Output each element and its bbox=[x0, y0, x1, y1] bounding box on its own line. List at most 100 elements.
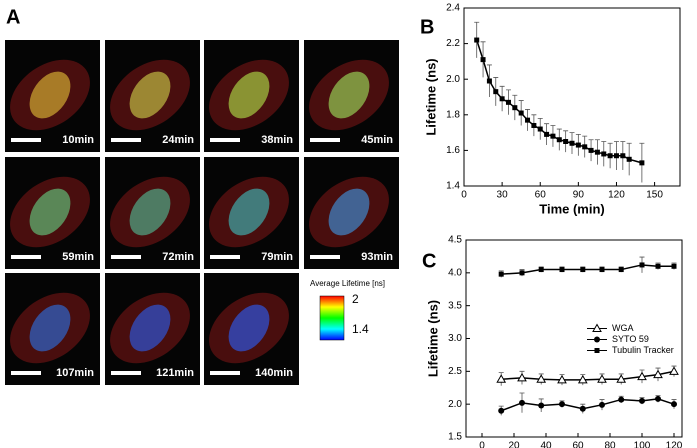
x-tick-label: 60 bbox=[535, 190, 547, 201]
marker bbox=[597, 374, 607, 383]
x-tick-label: 80 bbox=[604, 441, 616, 448]
marker bbox=[498, 271, 504, 277]
marker bbox=[493, 89, 499, 95]
x-tick-label: 120 bbox=[608, 190, 625, 201]
marker bbox=[474, 37, 480, 43]
marker bbox=[601, 151, 607, 157]
legend-label: SYTO 59 bbox=[612, 334, 649, 344]
y-tick-label: 3.5 bbox=[448, 300, 462, 311]
marker bbox=[538, 402, 545, 409]
time-label: 72min bbox=[162, 251, 194, 263]
marker bbox=[517, 372, 527, 382]
marker bbox=[577, 374, 588, 384]
nucleus bbox=[228, 71, 270, 119]
marker bbox=[531, 122, 537, 128]
marker bbox=[655, 263, 661, 269]
marker bbox=[669, 366, 679, 375]
nucleus bbox=[129, 71, 171, 119]
marker bbox=[639, 160, 645, 166]
marker bbox=[498, 407, 505, 414]
nucleus bbox=[228, 304, 270, 352]
time-label: 24min bbox=[162, 134, 194, 146]
marker bbox=[519, 399, 525, 406]
marker bbox=[486, 78, 492, 84]
marker bbox=[599, 401, 605, 408]
y-tick-label: 2.5 bbox=[448, 366, 462, 377]
time-label: 59min bbox=[62, 251, 94, 263]
nucleus bbox=[29, 304, 71, 352]
marker bbox=[671, 263, 677, 269]
y-tick-label: 1.5 bbox=[448, 432, 462, 443]
time-label: 45min bbox=[361, 134, 393, 146]
legend-label: WGA bbox=[612, 323, 634, 333]
time-label: 140min bbox=[255, 367, 293, 379]
y-tick-label: 2.2 bbox=[446, 38, 460, 49]
colorbar-min: 1.4 bbox=[352, 322, 369, 336]
marker bbox=[626, 156, 632, 162]
nucleus bbox=[328, 188, 370, 236]
time-label: 121min bbox=[156, 367, 194, 379]
time-label: 79min bbox=[261, 251, 293, 263]
nucleus bbox=[129, 188, 171, 236]
panel-label: C bbox=[422, 250, 436, 272]
marker bbox=[556, 137, 562, 143]
y-axis-title: Lifetime (ns) bbox=[423, 58, 438, 135]
legend-marker bbox=[594, 336, 600, 343]
marker bbox=[563, 139, 569, 144]
x-tick-label: 40 bbox=[540, 441, 552, 448]
x-tick-label: 0 bbox=[461, 190, 467, 201]
x-tick-label: 100 bbox=[634, 441, 651, 448]
x-tick-label: 20 bbox=[508, 441, 520, 448]
series-line bbox=[501, 264, 674, 275]
x-tick-label: 0 bbox=[479, 441, 485, 448]
marker bbox=[613, 153, 619, 159]
y-tick-label: 2.4 bbox=[446, 3, 460, 14]
marker bbox=[582, 144, 588, 150]
x-tick-label: 150 bbox=[646, 190, 663, 201]
marker bbox=[671, 401, 677, 408]
marker bbox=[499, 96, 505, 102]
marker bbox=[653, 369, 663, 379]
plot-frame bbox=[463, 7, 681, 187]
marker bbox=[575, 142, 581, 148]
series-line bbox=[500, 398, 675, 412]
marker bbox=[512, 105, 518, 111]
colorbar bbox=[319, 295, 345, 341]
marker bbox=[616, 374, 627, 383]
marker bbox=[537, 126, 543, 132]
marker bbox=[519, 270, 525, 276]
nucleus bbox=[228, 188, 270, 236]
colorbar-max: 2 bbox=[352, 292, 359, 306]
y-tick-label: 4.0 bbox=[448, 267, 462, 278]
marker bbox=[620, 153, 626, 159]
series-line bbox=[501, 370, 675, 381]
marker bbox=[525, 117, 531, 123]
marker bbox=[618, 267, 624, 273]
legend-marker bbox=[592, 323, 602, 332]
marker bbox=[588, 147, 594, 153]
marker bbox=[580, 267, 586, 273]
marker bbox=[579, 405, 586, 412]
marker bbox=[559, 267, 565, 273]
panel-label: B bbox=[420, 16, 434, 38]
marker bbox=[480, 57, 486, 63]
y-tick-label: 3.0 bbox=[448, 333, 462, 344]
marker bbox=[559, 401, 565, 408]
x-tick-label: 120 bbox=[666, 441, 683, 448]
y-tick-label: 1.8 bbox=[446, 109, 460, 120]
x-tick-label: 60 bbox=[572, 441, 584, 448]
nucleus bbox=[129, 304, 171, 352]
y-tick-label: 2.0 bbox=[446, 74, 460, 85]
y-tick-label: 1.6 bbox=[446, 145, 460, 156]
marker bbox=[505, 99, 511, 105]
legend-label: Tubulin Tracker bbox=[612, 345, 674, 355]
y-tick-label: 2.0 bbox=[448, 399, 462, 410]
marker bbox=[618, 396, 625, 403]
nucleus bbox=[29, 188, 71, 236]
x-axis-title: Time (min) bbox=[539, 201, 605, 216]
y-tick-label: 1.4 bbox=[446, 181, 460, 192]
marker bbox=[639, 262, 645, 268]
marker bbox=[536, 374, 547, 383]
marker bbox=[655, 395, 661, 402]
